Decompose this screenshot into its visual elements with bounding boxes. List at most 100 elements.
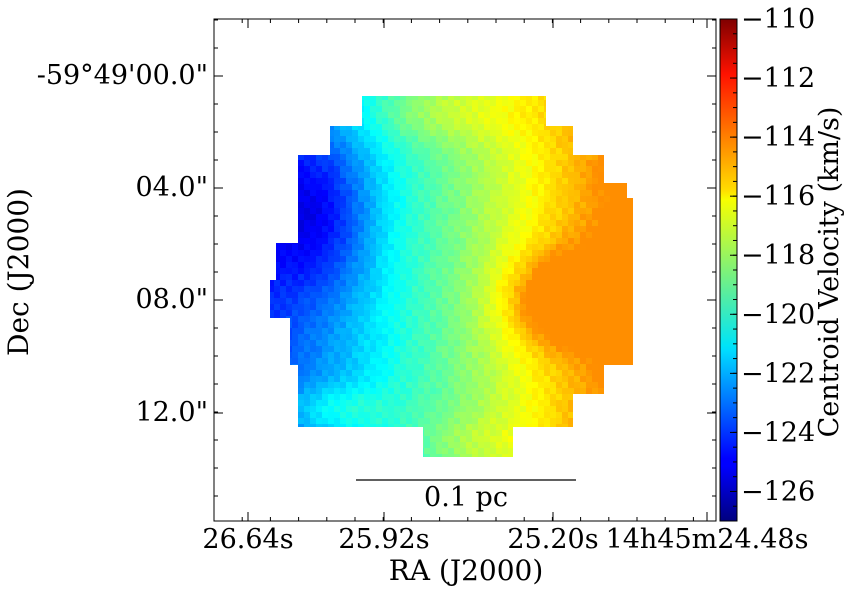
heatmap-cell <box>430 166 437 173</box>
heatmap-cell <box>454 178 461 185</box>
heatmap-cell <box>376 406 383 413</box>
heatmap-cell <box>430 376 437 383</box>
heatmap-cell <box>292 340 299 347</box>
heatmap-cell <box>556 124 563 131</box>
heatmap-cell <box>394 292 401 299</box>
heatmap-cell <box>340 418 347 425</box>
heatmap-cell <box>448 286 455 293</box>
heatmap-cell <box>574 166 581 173</box>
heatmap-cell <box>304 202 311 209</box>
heatmap-cell <box>304 196 311 203</box>
heatmap-cell <box>376 430 383 437</box>
heatmap-cell <box>334 124 341 131</box>
heatmap-cell <box>454 334 461 341</box>
heatmap-cell <box>514 340 521 347</box>
heatmap-cell <box>310 256 317 263</box>
heatmap-cell <box>412 454 419 457</box>
heatmap-cell <box>520 304 527 311</box>
heatmap-cell <box>598 352 605 359</box>
heatmap-cell <box>592 250 599 257</box>
heatmap-cell <box>574 148 581 155</box>
heatmap-cell <box>454 214 461 221</box>
heatmap-cell <box>316 424 323 431</box>
heatmap-cell <box>496 394 503 401</box>
heatmap-cell <box>322 370 329 377</box>
heatmap-cell <box>466 436 473 443</box>
heatmap-cell <box>490 364 497 371</box>
heatmap-cell <box>388 166 395 173</box>
heatmap-cell <box>544 118 551 125</box>
heatmap-cell <box>442 298 449 305</box>
heatmap-cell <box>424 226 431 233</box>
heatmap-cell <box>574 202 581 209</box>
heatmap-cell <box>496 370 503 377</box>
heatmap-cell <box>550 352 557 359</box>
heatmap-cell <box>526 310 533 317</box>
heatmap-cell <box>466 184 473 191</box>
heatmap-cell <box>322 202 329 209</box>
heatmap-cell <box>328 190 335 197</box>
heatmap-cell <box>622 184 629 191</box>
heatmap-cell <box>454 130 461 137</box>
heatmap-cell <box>496 118 503 125</box>
heatmap-cell <box>292 232 299 239</box>
heatmap-cell <box>448 148 455 155</box>
heatmap-cell <box>628 424 633 431</box>
heatmap-cell <box>460 250 467 257</box>
heatmap-cell <box>550 112 557 119</box>
heatmap-cell <box>586 424 593 431</box>
heatmap-cell <box>574 112 581 119</box>
heatmap-cell <box>628 214 633 221</box>
heatmap-cell <box>442 436 449 443</box>
heatmap-cell <box>382 184 389 191</box>
heatmap-cell <box>346 424 353 431</box>
heatmap-cell <box>280 256 287 263</box>
heatmap-cell <box>400 310 407 317</box>
heatmap-cell <box>574 364 581 371</box>
heatmap-cell <box>286 112 293 119</box>
heatmap-cell <box>478 238 485 245</box>
heatmap-cell <box>436 118 443 125</box>
heatmap-cell <box>382 154 389 161</box>
heatmap-cell <box>358 130 365 137</box>
heatmap-cell <box>490 244 497 251</box>
heatmap-cell <box>304 160 311 167</box>
heatmap-cell <box>592 412 599 419</box>
heatmap-cell <box>568 124 575 131</box>
heatmap-cell <box>412 136 419 143</box>
heatmap-cell <box>520 454 527 457</box>
heatmap-cell <box>604 454 611 457</box>
heatmap-cell <box>556 376 563 383</box>
heatmap-cell <box>532 96 539 101</box>
heatmap-cell <box>364 214 371 221</box>
heatmap-cell <box>334 268 341 275</box>
heatmap-cell <box>502 178 509 185</box>
heatmap-cell <box>334 454 341 457</box>
heatmap-cell <box>424 400 431 407</box>
heatmap-cell <box>568 292 575 299</box>
heatmap-cell <box>508 142 515 149</box>
heatmap-cell <box>352 244 359 251</box>
heatmap-cell <box>586 304 593 311</box>
heatmap-cell <box>270 244 275 251</box>
heatmap-cell <box>376 268 383 275</box>
heatmap-cell <box>634 292 641 299</box>
heatmap-cell <box>418 154 425 161</box>
heatmap-cell <box>298 202 305 209</box>
heatmap-cell <box>472 106 479 113</box>
heatmap-cell <box>400 160 407 167</box>
heatmap-cell <box>562 208 569 215</box>
heatmap-cell <box>478 424 485 431</box>
heatmap-cell <box>622 154 629 161</box>
heatmap-cell <box>286 262 293 269</box>
heatmap-cell <box>550 448 557 455</box>
heatmap-cell <box>364 424 371 431</box>
heatmap-cell <box>502 118 509 125</box>
heatmap-cell <box>370 292 377 299</box>
colorbar-tick-label: −124 <box>741 417 815 448</box>
heatmap-cell <box>574 400 581 407</box>
heatmap-cell <box>310 280 317 287</box>
heatmap-cell <box>322 382 329 389</box>
heatmap-cell <box>340 268 347 275</box>
heatmap-cell <box>406 436 413 443</box>
